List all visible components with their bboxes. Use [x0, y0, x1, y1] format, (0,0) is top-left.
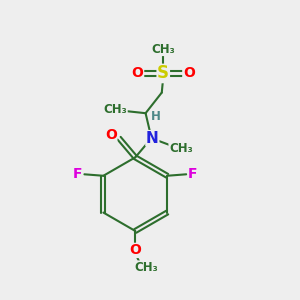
- Text: CH₃: CH₃: [152, 43, 175, 56]
- Text: N: N: [146, 131, 159, 146]
- Text: F: F: [188, 167, 197, 181]
- Text: CH₃: CH₃: [103, 103, 127, 116]
- Text: O: O: [132, 66, 144, 80]
- Text: O: O: [183, 66, 195, 80]
- Text: S: S: [157, 64, 169, 82]
- Text: H: H: [151, 110, 161, 123]
- Text: O: O: [105, 128, 117, 142]
- Text: F: F: [73, 167, 82, 181]
- Text: O: O: [129, 243, 141, 257]
- Text: CH₃: CH₃: [169, 142, 193, 155]
- Text: CH₃: CH₃: [134, 261, 158, 274]
